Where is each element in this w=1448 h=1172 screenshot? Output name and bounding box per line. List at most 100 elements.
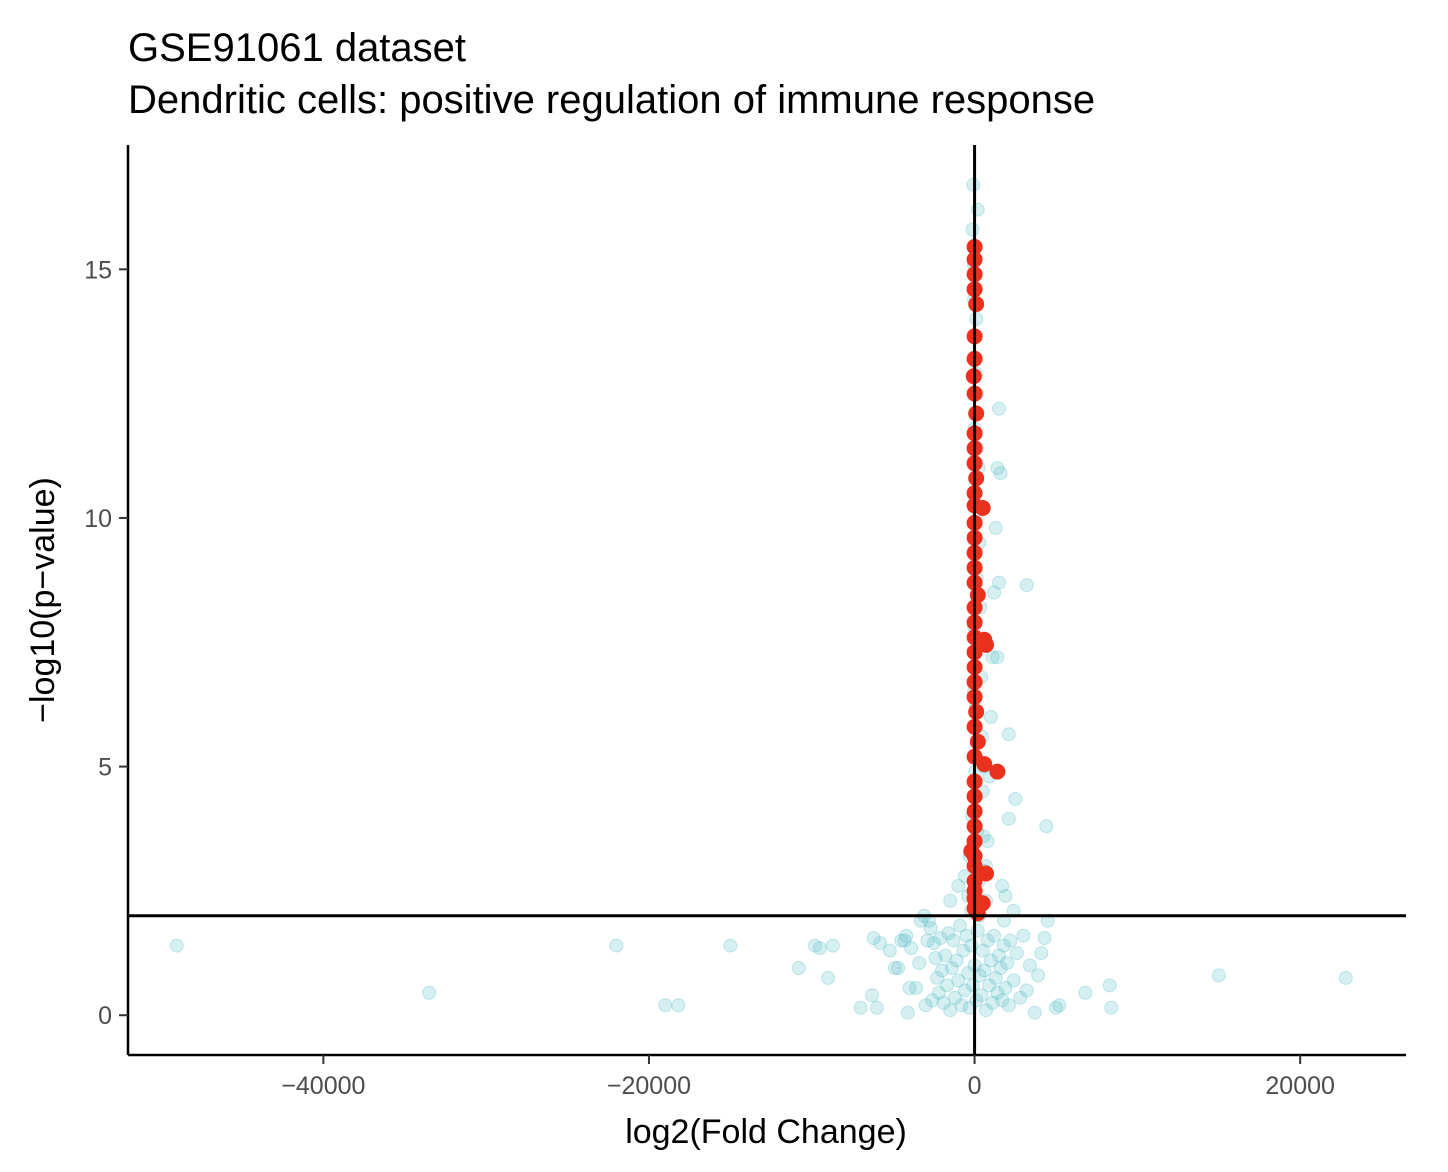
highlight-point <box>968 405 985 422</box>
data-point <box>422 985 437 1000</box>
data-point <box>1016 928 1031 943</box>
data-point <box>1008 791 1023 806</box>
highlight-point <box>969 733 986 750</box>
data-point <box>609 938 624 953</box>
data-point <box>671 998 686 1013</box>
data-point <box>1019 983 1034 998</box>
data-point <box>1338 970 1353 985</box>
data-point <box>865 988 879 1003</box>
highlight-point <box>968 703 985 720</box>
data-point <box>920 933 935 948</box>
highlight-point <box>976 756 993 773</box>
data-point <box>928 951 943 965</box>
data-point <box>894 933 909 948</box>
data-point <box>982 978 997 993</box>
data-point <box>926 936 941 951</box>
data-point <box>1052 998 1067 1013</box>
data-point <box>812 941 827 956</box>
data-point <box>954 998 969 1013</box>
data-point <box>956 943 971 958</box>
data-point <box>1003 933 1018 948</box>
data-point <box>998 888 1013 903</box>
data-point <box>1078 985 1093 1000</box>
y-tick-label: 15 <box>84 256 112 284</box>
data-point <box>658 998 673 1013</box>
data-point <box>948 990 962 1005</box>
data-point <box>887 961 902 975</box>
data-point <box>935 963 949 978</box>
reference-lines <box>128 145 1406 1055</box>
data-point <box>1040 913 1055 928</box>
data-point <box>941 926 956 941</box>
data-point <box>933 931 948 946</box>
data-point <box>972 968 987 983</box>
data-point <box>988 520 1003 535</box>
data-point <box>791 961 806 975</box>
data-point <box>913 913 928 928</box>
highlight-point <box>968 296 985 313</box>
data-point <box>900 1005 915 1020</box>
data-point <box>988 970 1003 985</box>
data-point <box>995 993 1010 1008</box>
data-point <box>996 913 1011 928</box>
data-point <box>980 834 995 849</box>
data-point <box>996 938 1011 953</box>
data-point <box>987 585 1002 600</box>
data-point <box>882 943 897 958</box>
highlight-point <box>989 763 1006 780</box>
data-point <box>1104 1000 1119 1015</box>
data-point <box>936 995 951 1010</box>
data-point <box>965 222 980 237</box>
data-point <box>990 985 1005 1000</box>
data-point <box>918 998 933 1013</box>
data-point <box>983 709 998 724</box>
data-point <box>992 948 1006 963</box>
data-point <box>869 1000 884 1015</box>
data-point <box>959 928 974 943</box>
data-point <box>983 953 998 968</box>
x-axis-title: log2(Fold Change) <box>625 1113 907 1151</box>
data-point <box>993 466 1008 481</box>
data-point <box>169 938 184 953</box>
data-point <box>990 461 1005 476</box>
data-point <box>939 978 954 993</box>
x-tick-label: −40000 <box>281 1072 365 1100</box>
data-point <box>952 918 967 933</box>
data-point <box>931 985 946 1000</box>
x-tick-label: 20000 <box>1265 1072 1335 1100</box>
data-point <box>951 878 966 893</box>
data-point <box>891 961 906 975</box>
data-point <box>987 928 1002 943</box>
data-point <box>866 931 881 946</box>
data-point <box>951 973 966 988</box>
data-point <box>912 956 927 970</box>
data-point <box>1001 998 1016 1013</box>
data-point <box>1027 1005 1042 1020</box>
data-point <box>992 401 1006 416</box>
data-point <box>946 933 961 948</box>
data-point <box>1001 727 1016 742</box>
data-point <box>825 938 840 953</box>
data-point <box>943 893 958 908</box>
data-point <box>1039 819 1054 834</box>
data-point <box>897 933 912 948</box>
highlight-point <box>968 470 985 487</box>
highlight-point <box>978 636 994 653</box>
data-point <box>962 1000 977 1015</box>
points-layer <box>169 177 1353 1020</box>
y-tick-label: 10 <box>84 505 112 533</box>
data-point <box>938 948 953 963</box>
data-point <box>930 970 945 985</box>
data-point <box>904 941 919 956</box>
data-point <box>979 1003 993 1018</box>
data-point <box>1000 956 1015 970</box>
data-point <box>909 980 923 995</box>
data-point <box>925 993 940 1008</box>
data-point <box>1009 946 1024 961</box>
data-point <box>975 943 990 958</box>
data-point <box>992 575 1006 590</box>
x-tick-label: −20000 <box>607 1072 691 1100</box>
data-point <box>1022 958 1037 973</box>
chart-subtitle: Dendritic cells: positive regulation of … <box>128 78 1096 122</box>
